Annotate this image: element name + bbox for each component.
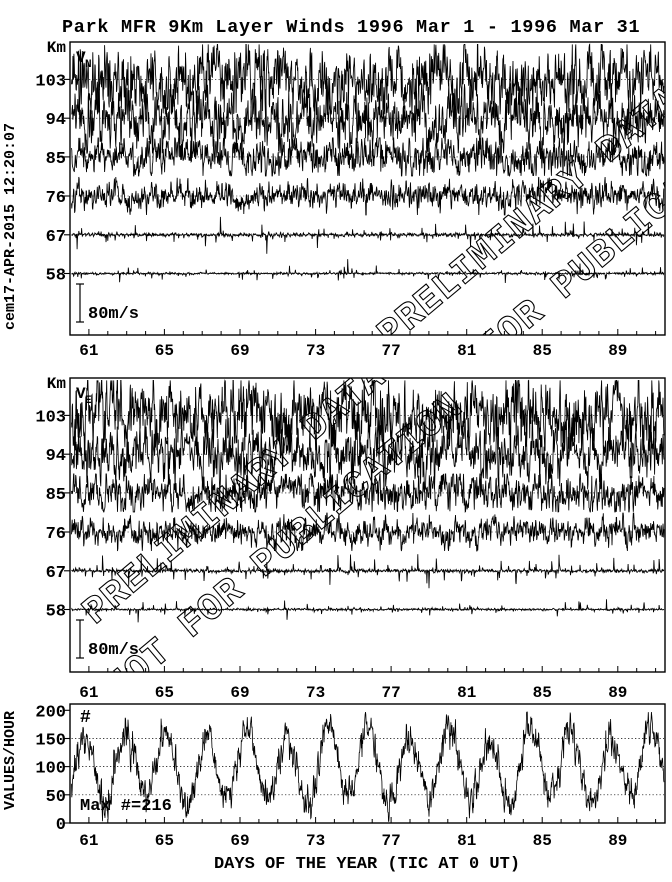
svg-text:89: 89: [608, 684, 627, 702]
svg-text:80m/s: 80m/s: [88, 305, 139, 324]
svg-text:150: 150: [35, 732, 66, 751]
svg-text:200: 200: [35, 703, 66, 722]
svg-text:73: 73: [306, 342, 325, 360]
svg-text:69: 69: [230, 684, 249, 702]
svg-text:61: 61: [79, 342, 98, 360]
svg-text:73: 73: [306, 684, 325, 702]
svg-text:77: 77: [381, 832, 400, 850]
svg-text:Park MFR 9Km Layer Winds 1996: Park MFR 9Km Layer Winds 1996 Mar 1 - 19…: [62, 17, 640, 38]
svg-text:103: 103: [35, 72, 66, 91]
svg-text:81: 81: [457, 684, 476, 702]
svg-text:N: N: [85, 59, 92, 71]
svg-text:67: 67: [46, 564, 66, 583]
svg-text:85: 85: [46, 486, 66, 505]
svg-text:77: 77: [381, 342, 400, 360]
svg-text:0: 0: [56, 816, 66, 835]
svg-text:cem17-APR-2015 12:20:07: cem17-APR-2015 12:20:07: [2, 123, 19, 330]
svg-text:81: 81: [457, 342, 476, 360]
svg-text:85: 85: [533, 342, 552, 360]
svg-text:VALUES/HOUR: VALUES/HOUR: [2, 711, 19, 810]
svg-text:65: 65: [155, 342, 174, 360]
svg-text:81: 81: [457, 832, 476, 850]
svg-text:89: 89: [608, 342, 627, 360]
svg-text:69: 69: [230, 342, 249, 360]
svg-text:58: 58: [46, 267, 66, 286]
svg-text:94: 94: [46, 111, 66, 130]
svg-text:103: 103: [35, 408, 66, 427]
svg-text:69: 69: [230, 832, 249, 850]
svg-text:50: 50: [46, 788, 66, 807]
svg-text:#: #: [80, 708, 91, 728]
svg-text:65: 65: [155, 832, 174, 850]
svg-text:85: 85: [533, 832, 552, 850]
svg-text:76: 76: [46, 189, 66, 208]
svg-text:58: 58: [46, 603, 66, 622]
svg-text:61: 61: [79, 832, 98, 850]
svg-text:76: 76: [46, 525, 66, 544]
svg-text:100: 100: [35, 760, 66, 779]
svg-text:77: 77: [381, 684, 400, 702]
svg-text:Max #=216: Max #=216: [80, 797, 172, 816]
svg-text:Km: Km: [47, 375, 67, 393]
svg-text:61: 61: [79, 684, 98, 702]
svg-text:Km: Km: [47, 39, 67, 57]
svg-text:94: 94: [46, 447, 66, 466]
svg-text:E: E: [85, 395, 92, 407]
svg-text:85: 85: [533, 684, 552, 702]
svg-text:DAYS OF THE YEAR (TIC AT 0 UT): DAYS OF THE YEAR (TIC AT 0 UT): [214, 855, 520, 874]
svg-text:73: 73: [306, 832, 325, 850]
svg-text:89: 89: [608, 832, 627, 850]
svg-text:65: 65: [155, 684, 174, 702]
svg-text:85: 85: [46, 150, 66, 169]
svg-text:67: 67: [46, 228, 66, 247]
